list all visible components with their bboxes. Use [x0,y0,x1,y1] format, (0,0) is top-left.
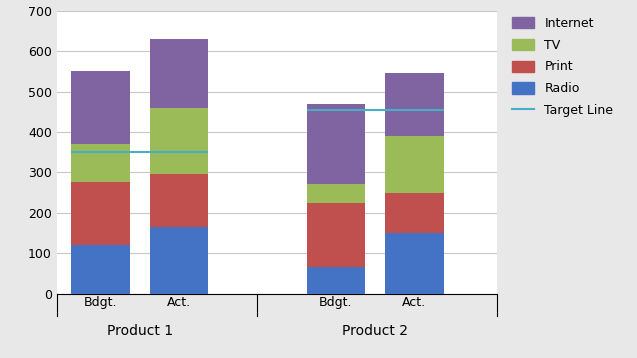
Bar [150,108,208,174]
Legend: Internet, TV, Print, Radio, Target Line: Internet, TV, Print, Radio, Target Line [512,17,613,117]
Bar [71,183,130,245]
Bar [385,73,444,136]
Bar [385,233,444,294]
Bar [385,136,444,193]
Bar [306,267,366,294]
Bar [150,174,208,227]
Bar [385,193,444,233]
Bar [306,184,366,203]
Bar [71,144,130,183]
Bar [150,227,208,294]
Bar [306,203,366,267]
Bar [71,71,130,144]
Bar [306,104,366,184]
Bar [71,245,130,294]
Bar [150,39,208,108]
